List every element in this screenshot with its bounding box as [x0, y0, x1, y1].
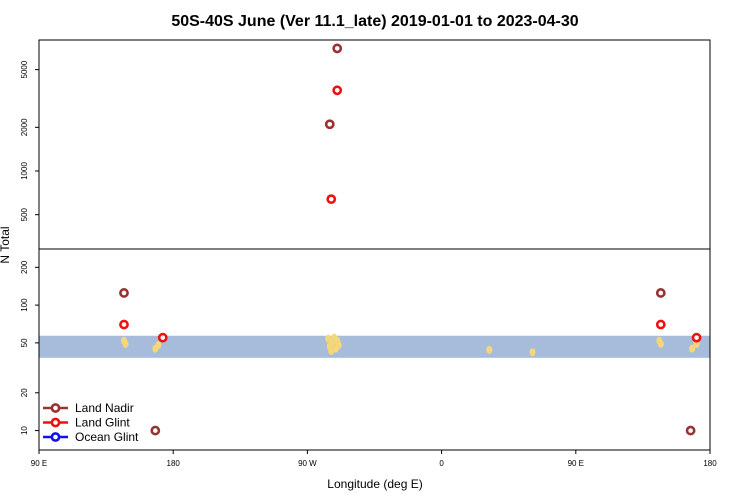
- y-tick-label: 1000: [20, 162, 29, 180]
- y-tick-label: 500: [20, 207, 29, 221]
- x-tick-label: 180: [167, 459, 181, 468]
- y-tick-label: 200: [20, 260, 29, 274]
- land-nadir-point-0: [119, 288, 129, 298]
- upper-panel-frame: [38, 39, 711, 250]
- y-tick-label: 50: [20, 338, 29, 347]
- legend-item-land-nadir: Land Nadir: [43, 401, 134, 415]
- legend-marker: [50, 432, 61, 442]
- band-region: [39, 335, 710, 358]
- chart-title: 50S-40S June (Ver 11.1_late) 2019-01-01 …: [171, 13, 578, 30]
- land-mark-4: [325, 334, 332, 343]
- legend-item-ocean-glint: Ocean Glint: [43, 430, 139, 444]
- legend-label: Land Glint: [75, 416, 130, 430]
- y-axis-label: N Total: [0, 226, 12, 263]
- land-glint-point-5: [691, 332, 702, 343]
- land-mark-11: [335, 341, 342, 350]
- land-mark-13: [529, 348, 536, 357]
- legend-marker: [50, 403, 61, 413]
- legend-item-land-glint: Land Glint: [43, 416, 130, 430]
- y-axis: 500 1000 2000 5000 10 20 50 100 200: [20, 60, 39, 435]
- legend-marker: [50, 417, 61, 428]
- legend-label: Ocean Glint: [75, 430, 139, 444]
- land-mark-12: [486, 345, 493, 354]
- land-nadir-point-3: [332, 43, 343, 54]
- land-mark-16: [689, 344, 696, 353]
- land-glint-point-4: [655, 319, 666, 330]
- land-marks-layer: [120, 333, 700, 357]
- y-tick-label: 10: [20, 426, 29, 435]
- data-points: [119, 43, 702, 436]
- land-mark-15: [657, 339, 664, 348]
- land-glint-point-1: [157, 332, 168, 343]
- land-nadir-point-2: [324, 119, 335, 130]
- y-tick-label: 5000: [20, 60, 29, 78]
- land-nadir-point-4: [655, 288, 666, 298]
- y-tick-label: 100: [20, 298, 29, 312]
- land-mark-1: [122, 339, 129, 348]
- lower-panel-frame: [38, 248, 711, 451]
- y-tick-label: 2000: [20, 118, 29, 136]
- land-nadir-point-1: [150, 425, 161, 436]
- x-tick-label: 0: [439, 459, 444, 468]
- x-tick-label: 90 E: [568, 459, 584, 468]
- land-glint-point-2: [326, 194, 337, 205]
- land-glint-point-3: [332, 85, 343, 96]
- land-mark-3: [155, 341, 162, 350]
- x-tick-label: 180: [703, 459, 717, 468]
- x-axis: 90 E 180 90 W 0 90 E 180: [31, 450, 717, 468]
- land-nadir-point-5: [685, 425, 696, 436]
- x-axis-label: Longitude (deg E): [327, 477, 422, 491]
- x-tick-label: 90 W: [298, 459, 317, 468]
- y-tick-label: 20: [20, 388, 29, 397]
- x-tick-label: 90 E: [31, 459, 47, 468]
- land-glint-point-0: [119, 319, 129, 330]
- plot-area: 500 1000 2000 5000 10 20 50 100 200 90 E 180 90 W 0…: [20, 39, 717, 468]
- legend-label: Land Nadir: [75, 401, 134, 415]
